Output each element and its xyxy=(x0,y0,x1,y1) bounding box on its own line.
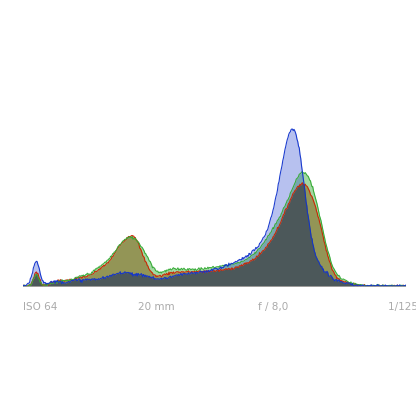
Text: 20 mm: 20 mm xyxy=(138,302,174,312)
Text: f / 8,0: f / 8,0 xyxy=(258,302,289,312)
Text: 1/125 sec: 1/125 sec xyxy=(389,302,416,312)
Text: ISO 64: ISO 64 xyxy=(23,302,57,312)
